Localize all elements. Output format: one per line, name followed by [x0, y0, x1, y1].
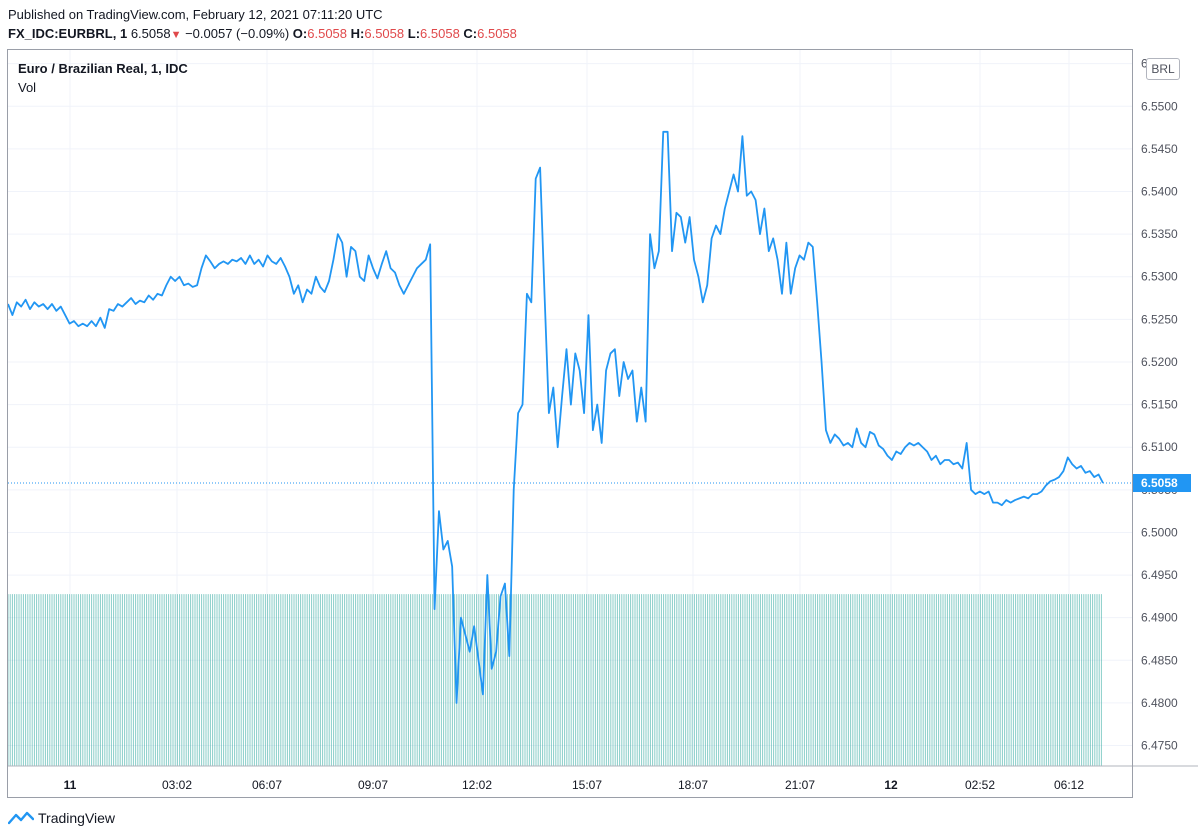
last-price-label-bg	[1133, 474, 1191, 493]
low-value: 6.5058	[420, 26, 460, 41]
high-value: 6.5058	[364, 26, 405, 41]
x-tick-label: 11	[64, 778, 77, 792]
symbol-label: FX_IDC:EURBRL, 1	[8, 26, 128, 41]
last-price-label: 6.5058	[1133, 474, 1191, 493]
last-price: 6.5058	[130, 26, 171, 41]
tradingview-logo[interactable]: TradingView	[8, 810, 115, 826]
y-axis: 6.4750 6.4800 6.4850 6.4900 6.4950 6.5000 6.50…	[1141, 57, 1178, 753]
tradingview-logo-icon	[8, 811, 34, 825]
x-tick-label: 15:07	[572, 778, 602, 792]
y-tick-label: 6.5400	[1141, 184, 1178, 198]
y-tick-label: 6.5200	[1141, 355, 1178, 369]
x-tick-label: 06:07	[252, 778, 282, 792]
x-tick-label: 06:12	[1054, 778, 1084, 792]
x-tick-label: 02:52	[965, 778, 995, 792]
open-label: O:	[292, 26, 308, 41]
y-tick-label: 6.5000	[1141, 525, 1178, 539]
y-tick-label: 6.5250	[1141, 312, 1178, 326]
y-tick-label: 6.4950	[1141, 568, 1178, 582]
y-tick-label: 6.5350	[1141, 227, 1178, 241]
ohlc-bar: FX_IDC:EURBRL, 1 6.5058▼ −0.0057 (−0.09%…	[8, 26, 517, 41]
legend-volume: Vol	[18, 80, 37, 95]
y-tick-label: 6.4800	[1141, 696, 1178, 710]
x-tick-label: 12	[884, 778, 898, 792]
x-tick-label: 18:07	[678, 778, 708, 792]
published-note: Published on TradingView.com, February 1…	[8, 7, 383, 22]
legend-title: Euro / Brazilian Real, 1, IDC	[18, 61, 188, 76]
open-value: 6.5058	[307, 26, 348, 41]
y-tick-label: 6.5500	[1141, 99, 1178, 113]
volume-bars	[7, 594, 1102, 766]
high-label: H:	[350, 26, 365, 41]
y-tick-label: 6.5100	[1141, 440, 1178, 454]
y-tick-label: 6.4850	[1141, 653, 1178, 667]
price-line	[7, 130, 1104, 704]
last-price-label-text: 6.5058	[1141, 476, 1178, 490]
down-arrow-icon: ▼	[170, 29, 182, 41]
y-tick-label: 6.5300	[1141, 270, 1178, 284]
x-tick-label: 21:07	[785, 778, 815, 792]
currency-badge[interactable]: BRL	[1146, 58, 1180, 80]
change-value: −0.0057 (−0.09%)	[185, 26, 290, 41]
x-tick-label: 12:02	[462, 778, 492, 792]
y-tick-label: 6.4750	[1141, 739, 1178, 753]
y-tick-label: 6.5150	[1141, 398, 1178, 412]
x-tick-label: 03:02	[162, 778, 192, 792]
y-tick-label: 6.4900	[1141, 611, 1178, 625]
x-tick-label: 09:07	[358, 778, 388, 792]
tradingview-logo-text: TradingView	[38, 810, 116, 826]
close-label: C:	[463, 26, 478, 41]
chart-frame	[7, 49, 1133, 798]
y-tick-label: 6.5450	[1141, 142, 1178, 156]
close-value: 6.5058	[477, 26, 517, 41]
x-axis: 11 03:02 06:07 09:07 12:02 15:07 18:07 21:07 12 0…	[8, 765, 1198, 792]
low-label: L:	[407, 26, 421, 41]
